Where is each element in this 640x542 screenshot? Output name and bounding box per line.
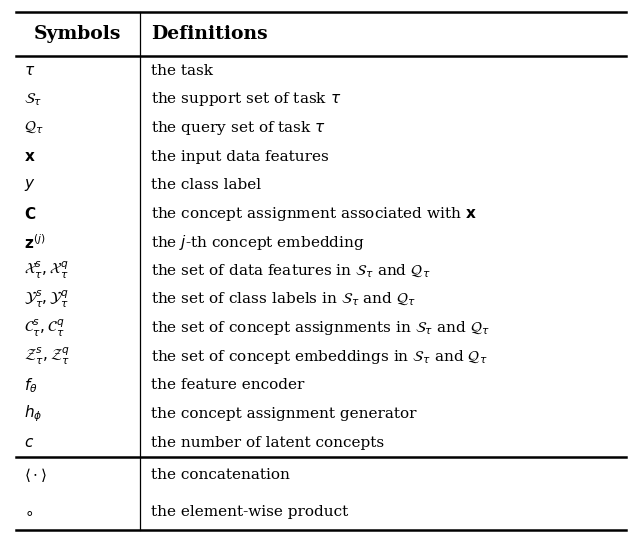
Text: the query set of task $\tau$: the query set of task $\tau$ [151,119,326,137]
Text: $y$: $y$ [24,177,35,193]
Text: the set of concept embeddings in $\mathcal{S}_{\tau}$ and $\mathcal{Q}_{\tau}$: the set of concept embeddings in $\mathc… [151,348,488,366]
Text: the number of latent concepts: the number of latent concepts [151,436,384,450]
Text: the feature encoder: the feature encoder [151,378,305,392]
Text: $\circ$: $\circ$ [24,505,33,519]
Text: the set of class labels in $\mathcal{S}_{\tau}$ and $\mathcal{Q}_{\tau}$: the set of class labels in $\mathcal{S}_… [151,291,416,308]
Text: $\mathcal{Y}^s_{\tau}, \mathcal{Y}^q_{\tau}$: $\mathcal{Y}^s_{\tau}, \mathcal{Y}^q_{\t… [24,289,69,310]
Text: $f_{\theta}$: $f_{\theta}$ [24,376,37,395]
Text: $\mathbf{x}$: $\mathbf{x}$ [24,150,35,164]
Text: the support set of task $\tau$: the support set of task $\tau$ [151,91,341,108]
Text: $\tau$: $\tau$ [24,63,35,78]
Text: the set of concept assignments in $\mathcal{S}_{\tau}$ and $\mathcal{Q}_{\tau}$: the set of concept assignments in $\math… [151,319,490,337]
Text: $h_{\phi}$: $h_{\phi}$ [24,404,42,424]
Text: $\mathcal{Q}_{\tau}$: $\mathcal{Q}_{\tau}$ [24,120,44,136]
Text: the concept assignment generator: the concept assignment generator [151,407,417,421]
Text: $\mathcal{C}^s_{\tau}, \mathcal{C}^q_{\tau}$: $\mathcal{C}^s_{\tau}, \mathcal{C}^q_{\t… [24,318,65,339]
Text: the class label: the class label [151,178,261,192]
Text: the input data features: the input data features [151,150,329,164]
Text: the set of data features in $\mathcal{S}_{\tau}$ and $\mathcal{Q}_{\tau}$: the set of data features in $\mathcal{S}… [151,262,431,280]
Text: the element-wise product: the element-wise product [151,505,348,519]
Text: Symbols: Symbols [34,25,122,43]
Text: $\mathbf{C}$: $\mathbf{C}$ [24,206,36,222]
Text: $c$: $c$ [24,436,34,450]
Text: $\mathcal{X}^s_{\tau}, \mathcal{X}^q_{\tau}$: $\mathcal{X}^s_{\tau}, \mathcal{X}^q_{\t… [24,260,68,281]
Text: the concatenation: the concatenation [151,468,290,482]
Text: Definitions: Definitions [151,25,268,43]
Text: the concept assignment associated with $\mathbf{x}$: the concept assignment associated with $… [151,205,477,223]
Text: $\mathbf{z}^{(j)}$: $\mathbf{z}^{(j)}$ [24,233,45,251]
Text: $\langle \cdot \rangle$: $\langle \cdot \rangle$ [24,466,47,484]
Text: $\mathcal{S}_{\tau}$: $\mathcal{S}_{\tau}$ [24,91,42,108]
Text: the $j$-th concept embedding: the $j$-th concept embedding [151,233,365,252]
Text: $\mathcal{Z}^s_{\tau}, \mathcal{Z}^q_{\tau}$: $\mathcal{Z}^s_{\tau}, \mathcal{Z}^q_{\t… [24,346,70,367]
Text: the task: the task [151,63,213,78]
